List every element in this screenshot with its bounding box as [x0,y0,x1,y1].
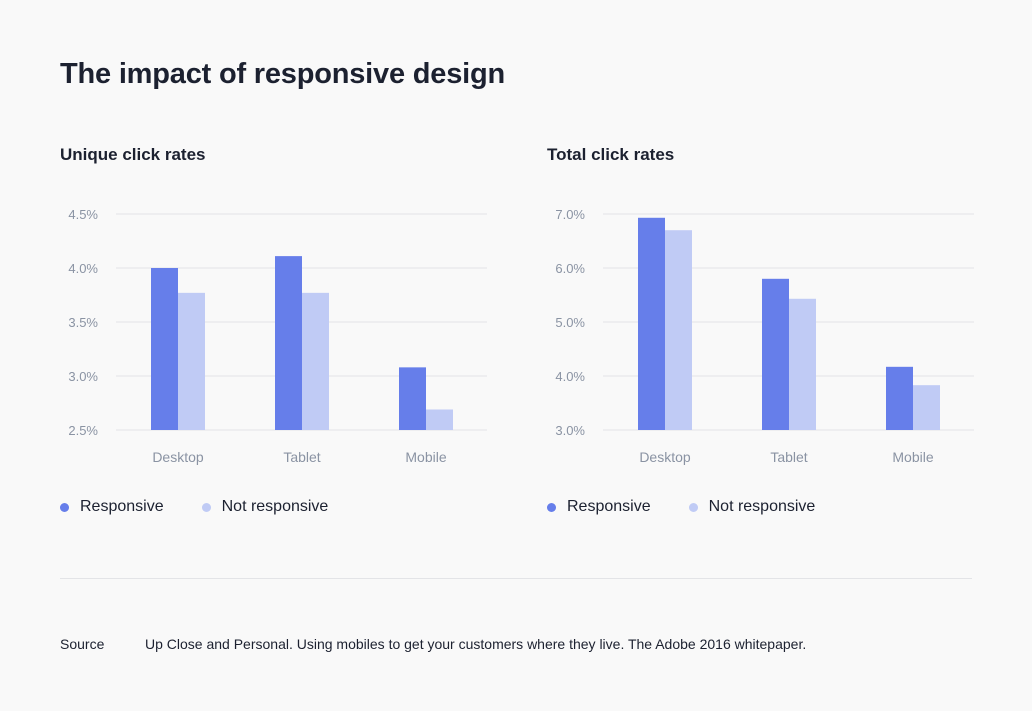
x-tick-label: Mobile [405,449,446,465]
legend-label: Not responsive [708,498,816,515]
legend: Responsive Not responsive [60,498,366,516]
page-title: The impact of responsive design [60,58,506,90]
source-text: Up Close and Personal. Using mobiles to … [145,636,807,652]
y-tick-label: 4.0% [68,261,98,276]
bar-responsive-tablet [762,278,789,430]
y-tick-label: 7.0% [555,207,585,222]
y-tick-label: 3.5% [68,315,98,330]
legend-dot-icon [201,502,211,512]
legend-dot-icon [688,502,698,512]
source-label: Source [60,636,105,652]
legend-dot-icon [60,502,69,512]
legend-item-not-responsive: Not responsive [201,498,329,516]
x-tick-label: Tablet [283,449,320,465]
legend-item-not-responsive: Not responsive [688,498,816,516]
bar-responsive-mobile [886,366,913,430]
x-tick-label: Desktop [639,449,691,465]
bar-chart-unique-click-rates: 2.5% 3.0% 3.5% 4.0% 4.5% Desktop Tablet Mobile [68,207,487,465]
x-tick-label: Tablet [770,449,807,465]
bar-responsive-desktop [638,217,665,430]
legend-label: Responsive [80,498,164,515]
chart-panel-total: Total click rates 3.0% 4.0% 5.0% 6.0% 7.0% De… [547,145,987,525]
chart-panel-unique: Unique click rates 2.5% 3.0% 3.5% 4.0% 4.5% D… [60,145,500,525]
bar-not-responsive-mobile [426,409,453,430]
bar-chart-total-click-rates: 3.0% 4.0% 5.0% 6.0% 7.0% Desktop Tablet Mobile [555,207,974,465]
legend-label: Not responsive [221,498,329,515]
y-tick-label: 5.0% [555,315,585,330]
bar-responsive-mobile [399,367,426,430]
bar-not-responsive-desktop [178,292,205,430]
y-tick-label: 3.0% [68,369,98,384]
legend: Responsive Not responsive [547,498,853,516]
chart-title: Unique click rates [60,145,206,164]
bar-responsive-tablet [275,256,302,430]
bar-not-responsive-tablet [789,298,816,430]
chart-title: Total click rates [547,145,675,164]
bar-not-responsive-desktop [665,230,692,430]
y-tick-label: 6.0% [555,261,585,276]
legend-label: Responsive [567,498,651,515]
x-tick-label: Desktop [152,449,204,465]
legend-item-responsive: Responsive [60,498,164,516]
y-tick-label: 3.0% [555,423,585,438]
divider [60,578,972,579]
bar-not-responsive-mobile [913,385,940,430]
legend-dot-icon [547,502,556,512]
bar-not-responsive-tablet [302,292,329,430]
y-tick-label: 2.5% [68,423,98,438]
y-tick-label: 4.5% [68,207,98,222]
x-tick-label: Mobile [892,449,933,465]
y-tick-label: 4.0% [555,369,585,384]
bar-responsive-desktop [151,268,178,430]
legend-item-responsive: Responsive [547,498,651,516]
